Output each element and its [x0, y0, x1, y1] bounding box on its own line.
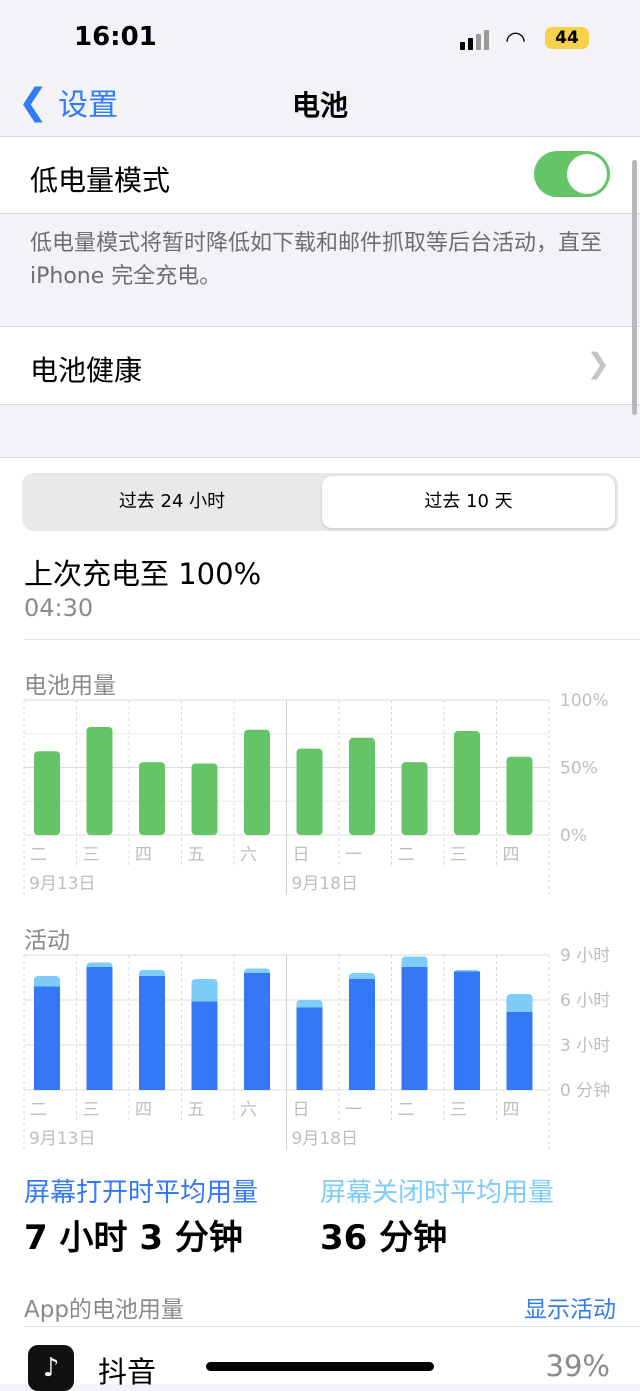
bar-screen-on	[296, 1007, 323, 1090]
x-tick-label: 二	[30, 845, 47, 865]
y-tick-label: 0 分钟	[560, 1081, 610, 1101]
battery-health-row[interactable]: 电池健康 ❯	[0, 326, 640, 405]
y-tick-label: 9 小时	[560, 946, 610, 966]
x-tick-label: 二	[398, 1100, 415, 1120]
app-name: 抖音	[98, 1355, 157, 1389]
low-power-label: 低电量模式	[30, 164, 171, 197]
chevron-left-icon: ❮	[18, 81, 49, 123]
bar-screen-on	[401, 967, 428, 1090]
date-label: 9月13日	[29, 1129, 95, 1149]
bar-screen-on	[244, 973, 270, 1090]
x-tick-label: 三	[83, 845, 100, 865]
bar-screen-on	[454, 971, 480, 1090]
divider	[24, 639, 640, 640]
x-tick-label: 五	[188, 1100, 205, 1120]
screen-off-label: 屏幕关闭时平均用量	[320, 1178, 555, 1208]
x-tick-label: 日	[293, 1100, 310, 1120]
tab-10-days[interactable]: 过去 10 天	[322, 476, 615, 528]
x-tick-label: 一	[345, 845, 362, 865]
time-range-segmented-control: 过去 24 小时 过去 10 天	[22, 473, 618, 531]
x-tick-label: 六	[240, 1100, 257, 1120]
app-percent: 39%	[545, 1349, 610, 1383]
x-tick-label: 三	[450, 845, 467, 865]
x-tick-label: 四	[503, 1100, 520, 1120]
date-label: 9月18日	[292, 874, 358, 894]
date-label: 9月13日	[29, 874, 95, 894]
battery-health-label: 电池健康	[30, 354, 143, 387]
bar-screen-on	[191, 1001, 218, 1090]
show-activity-button[interactable]: 显示活动	[524, 1297, 616, 1323]
bar-screen-on	[349, 979, 375, 1090]
x-tick-label: 四	[135, 1100, 152, 1120]
y-tick-label: 6 小时	[560, 991, 610, 1011]
x-tick-label: 二	[398, 845, 415, 865]
activity-chart: 9 小时 6 小时 3 小时 0 分钟二 三 四 五 六 日 一 二 三 四 9月13日 9月18日	[23, 946, 610, 1150]
page-title: 电池	[291, 89, 348, 122]
back-button[interactable]: ❮ 设置	[18, 81, 119, 124]
y-tick-label: 0%	[560, 826, 587, 846]
activity-title: 活动	[24, 928, 70, 954]
bar-screen-on	[506, 1012, 533, 1090]
cellular-signal-icon	[460, 30, 489, 50]
bar	[296, 748, 323, 835]
screen-off-value: 36 分钟	[320, 1218, 448, 1258]
x-tick-label: 五	[188, 845, 205, 865]
bar-screen-on	[139, 976, 165, 1090]
bar-screen-on	[86, 967, 113, 1090]
screen-on-label: 屏幕打开时平均用量	[24, 1178, 259, 1208]
battery-usage-title: 电池用量	[24, 673, 116, 699]
bar	[191, 763, 218, 835]
scrollbar[interactable]	[632, 160, 637, 415]
x-tick-label: 三	[450, 1100, 467, 1120]
bar	[139, 762, 165, 835]
bar	[506, 756, 533, 835]
bar	[349, 737, 375, 835]
x-tick-label: 四	[135, 845, 152, 865]
chevron-right-icon: ❯	[586, 347, 610, 380]
x-tick-label: 日	[293, 845, 310, 865]
bar	[86, 727, 113, 835]
x-tick-label: 一	[345, 1100, 362, 1120]
bar	[34, 751, 60, 835]
app-usage-header: App的电池用量	[24, 1297, 184, 1323]
home-indicator[interactable]	[206, 1362, 434, 1371]
y-tick-label: 3 小时	[560, 1036, 610, 1056]
y-tick-label: 50%	[560, 759, 598, 779]
bar-screen-on	[34, 986, 60, 1090]
battery-usage-chart: 100% 50% 0% 二 三 四 五 六 日 一 二 三 四 9月13日 9月18日	[23, 691, 609, 895]
tiktok-app-icon: ♪	[28, 1345, 74, 1391]
last-charge-time: 04:30	[24, 594, 94, 622]
bar	[244, 729, 270, 835]
battery-indicator: 44	[545, 27, 589, 49]
usage-panel	[0, 457, 640, 1384]
y-tick-label: 100%	[560, 691, 609, 711]
status-time: 16:01	[74, 22, 157, 52]
x-tick-label: 六	[240, 845, 257, 865]
wifi-icon: ◠	[505, 26, 526, 54]
app-row[interactable]: ♪ 抖音 39%	[0, 1327, 640, 1391]
bar	[454, 731, 480, 835]
screen-on-value: 7 小时 3 分钟	[24, 1218, 243, 1258]
low-power-note: 低电量模式将暂时降低如下载和邮件抓取等后台活动，直至 iPhone 完全充电。	[30, 231, 603, 289]
low-power-row: 低电量模式	[0, 136, 640, 214]
date-label: 9月18日	[292, 1129, 358, 1149]
tab-24-hours[interactable]: 过去 24 小时	[118, 491, 226, 512]
x-tick-label: 二	[30, 1100, 47, 1120]
divider	[24, 1326, 640, 1327]
bar	[401, 762, 428, 835]
x-tick-label: 三	[83, 1100, 100, 1120]
last-charge-title: 上次充电至 100%	[24, 557, 262, 591]
x-tick-label: 四	[503, 845, 520, 865]
low-power-toggle[interactable]	[534, 151, 610, 197]
